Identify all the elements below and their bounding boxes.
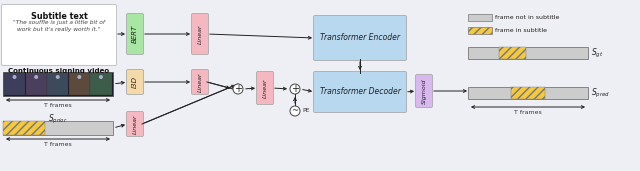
Bar	[468, 14, 492, 21]
Text: $\mathit{S}_{pred}$: $\mathit{S}_{pred}$	[591, 87, 610, 100]
FancyBboxPatch shape	[127, 14, 143, 55]
Text: frame in subtitle: frame in subtitle	[495, 28, 547, 33]
Bar	[499, 47, 525, 59]
Text: Subtitle text: Subtitle text	[31, 12, 88, 21]
Text: $\mathit{S}_{gt}$: $\mathit{S}_{gt}$	[591, 47, 604, 60]
Bar	[47, 73, 68, 95]
Text: Sigmoid: Sigmoid	[422, 78, 426, 104]
Bar	[3, 72, 113, 96]
Bar	[468, 27, 492, 34]
Text: Linear: Linear	[262, 78, 268, 98]
Bar	[511, 87, 545, 99]
Text: +: +	[291, 84, 299, 94]
Bar	[4, 73, 25, 95]
FancyBboxPatch shape	[314, 71, 406, 113]
Circle shape	[99, 75, 103, 79]
Text: I3D: I3D	[132, 76, 138, 88]
Bar	[3, 121, 45, 135]
Text: $\mathit{S}_{prior}$: $\mathit{S}_{prior}$	[48, 113, 68, 126]
Bar	[26, 73, 47, 95]
Text: Linear: Linear	[198, 72, 202, 92]
Circle shape	[34, 75, 38, 79]
Text: T frames: T frames	[44, 103, 72, 108]
FancyBboxPatch shape	[257, 71, 273, 104]
FancyBboxPatch shape	[415, 75, 433, 108]
Text: frame not in subtitle: frame not in subtitle	[495, 15, 559, 20]
Circle shape	[77, 75, 81, 79]
Text: BERT: BERT	[132, 25, 138, 43]
Text: T frames: T frames	[44, 142, 72, 147]
FancyBboxPatch shape	[1, 4, 116, 65]
Circle shape	[233, 84, 243, 94]
Text: "The souffle is just a little bit of
work but it's really worth it.": "The souffle is just a little bit of wor…	[13, 20, 105, 32]
FancyBboxPatch shape	[127, 111, 143, 136]
Bar	[69, 73, 90, 95]
Circle shape	[56, 75, 60, 79]
Bar	[468, 47, 588, 59]
FancyBboxPatch shape	[127, 69, 143, 95]
Text: Transformer Decoder: Transformer Decoder	[319, 88, 401, 96]
Text: Linear: Linear	[132, 114, 138, 134]
Text: PE: PE	[302, 109, 310, 114]
Circle shape	[290, 84, 300, 94]
Circle shape	[290, 106, 300, 116]
Text: T frames: T frames	[514, 110, 542, 115]
Bar	[90, 73, 111, 95]
Text: Continuous signing video: Continuous signing video	[8, 68, 109, 74]
FancyBboxPatch shape	[314, 16, 406, 61]
Bar	[468, 87, 588, 99]
Text: ~: ~	[291, 107, 298, 115]
FancyBboxPatch shape	[191, 14, 209, 55]
Circle shape	[13, 75, 17, 79]
Bar	[3, 121, 113, 135]
Text: +: +	[234, 84, 242, 94]
Text: Transformer Encoder: Transformer Encoder	[320, 34, 400, 43]
FancyBboxPatch shape	[191, 69, 209, 95]
Text: Linear: Linear	[198, 24, 202, 44]
